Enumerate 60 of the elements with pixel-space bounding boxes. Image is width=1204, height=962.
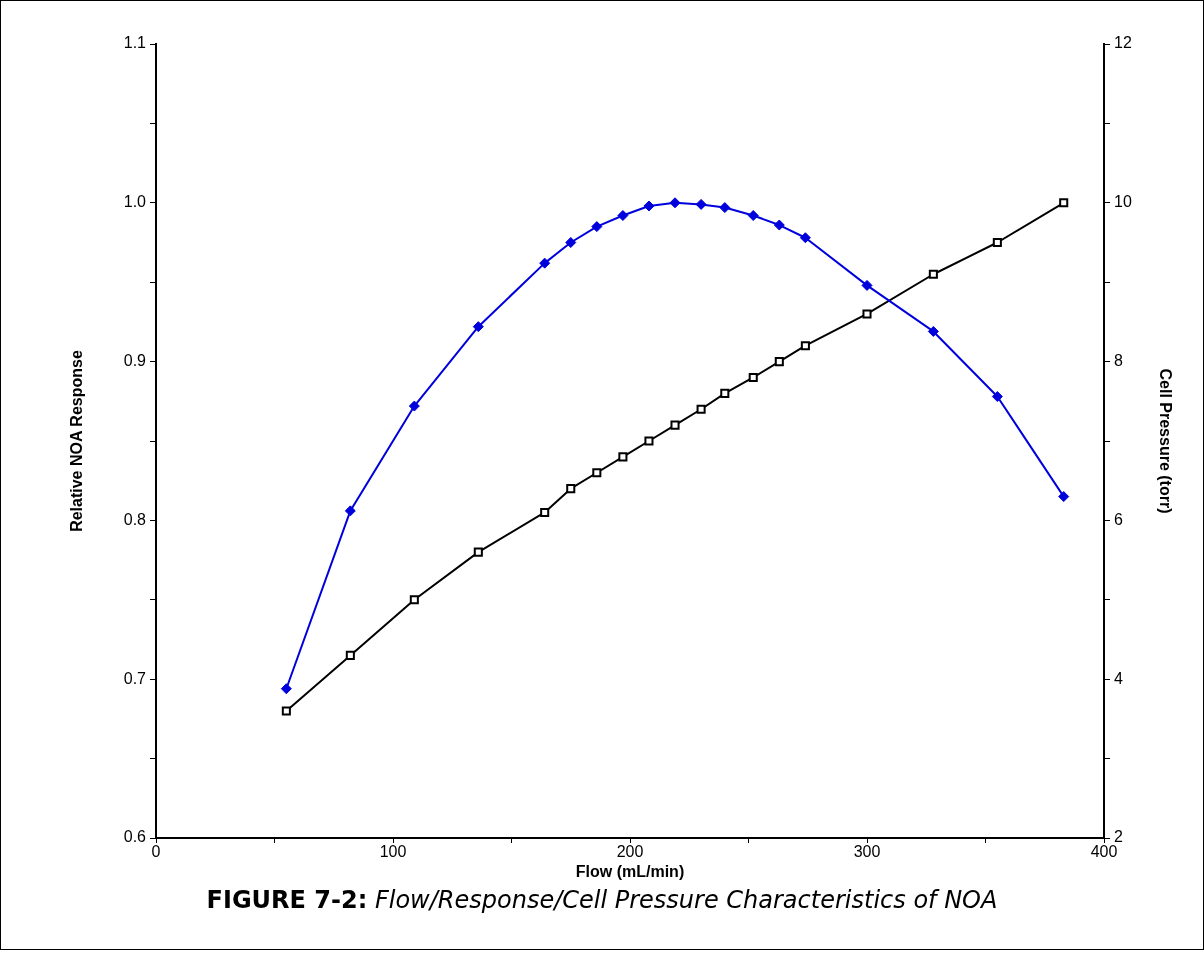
point <box>281 706 291 716</box>
y-tick-label: 0.9 <box>123 352 147 370</box>
point <box>409 595 419 605</box>
point <box>862 309 872 319</box>
point <box>800 341 810 351</box>
point <box>748 372 758 383</box>
point <box>344 505 356 517</box>
y-tick-label: 0.7 <box>123 669 147 687</box>
y2-tick-label: 8 <box>1114 352 1123 370</box>
point <box>696 404 706 414</box>
y2-tick-label: 4 <box>1114 669 1123 687</box>
y-tick-label: 0.8 <box>123 510 147 528</box>
point <box>927 325 939 337</box>
point <box>773 219 785 231</box>
point <box>992 237 1002 248</box>
point <box>799 232 811 244</box>
point <box>566 484 576 494</box>
point <box>280 683 292 695</box>
point <box>643 200 655 212</box>
point <box>644 436 654 446</box>
point <box>408 400 420 412</box>
x-tick-label: 300 <box>853 843 881 861</box>
text: FIGURE 7-2: <box>206 886 368 914</box>
point <box>774 357 784 367</box>
y-axis-title: Relative NOA Response <box>68 350 86 532</box>
point <box>747 210 759 221</box>
x-tick-label: 0 <box>151 843 161 861</box>
point <box>617 210 629 221</box>
x-tick-label: 400 <box>1090 843 1118 861</box>
y-tick-label: 0.6 <box>123 828 147 846</box>
y2-tick-label: 10 <box>1114 193 1132 211</box>
point <box>695 198 707 210</box>
x-axis-title: Flow (mL/min) <box>575 862 685 880</box>
y2-tick-label: 2 <box>1114 828 1123 846</box>
point <box>670 420 680 430</box>
y2-axis-title: Cell Pressure (torr) <box>1156 368 1174 514</box>
y2-tick-label: 6 <box>1114 510 1123 528</box>
y2-tick-label: 12 <box>1114 34 1132 52</box>
point <box>928 269 938 279</box>
y-tick-label: 1.1 <box>123 34 147 52</box>
point <box>472 321 484 333</box>
point <box>592 468 602 478</box>
point <box>591 221 603 233</box>
x-tick-label: 200 <box>616 843 644 861</box>
point <box>991 391 1003 403</box>
point <box>618 452 628 462</box>
point <box>540 507 550 517</box>
point <box>669 197 681 209</box>
x-tick-label: 100 <box>379 843 407 861</box>
point <box>565 237 577 248</box>
point <box>539 257 551 269</box>
y-tick-label: 1.0 <box>123 193 147 211</box>
point <box>473 547 483 557</box>
point <box>345 650 355 660</box>
point <box>1059 198 1069 208</box>
point <box>720 388 730 398</box>
point <box>719 202 731 214</box>
text: Flow/Response/Cell Pressure Characteristics of NOA <box>374 886 998 914</box>
point <box>1058 491 1070 503</box>
point <box>861 279 873 291</box>
